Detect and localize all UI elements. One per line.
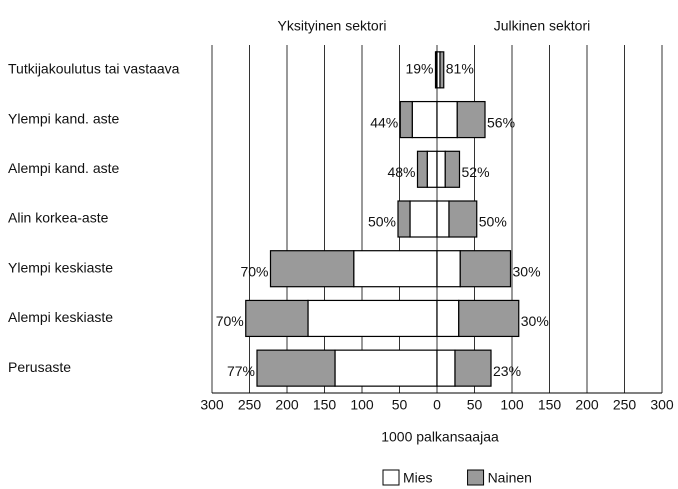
percent-label: 81% <box>446 61 474 77</box>
bar-segment <box>397 200 411 238</box>
bar-segment <box>426 150 438 188</box>
x-tick-label: 100 <box>350 397 374 413</box>
legend-swatch <box>467 469 485 486</box>
bar-segment <box>448 200 478 238</box>
x-axis-title: 1000 palkansaajaa <box>381 429 499 445</box>
bar-segment <box>353 250 438 288</box>
bar-segment <box>436 250 461 288</box>
bar-segment <box>456 100 486 139</box>
bar-segment <box>444 150 461 188</box>
x-tick-label: 250 <box>238 397 262 413</box>
bar-segment <box>269 250 355 288</box>
bar-segment <box>399 100 413 139</box>
x-tick-label: 300 <box>650 397 674 413</box>
percent-label: 19% <box>405 61 433 77</box>
x-tick-label: 150 <box>313 397 337 413</box>
legend-swatch <box>382 469 400 486</box>
bar-segment <box>436 100 458 139</box>
percent-label: 48% <box>387 164 415 180</box>
bar-segment <box>434 51 437 89</box>
category-label: Alin korkea-aste <box>8 210 109 226</box>
category-label: Alempi kand. aste <box>8 160 119 176</box>
category-label: Alempi keskiaste <box>8 309 113 325</box>
percent-label: 70% <box>216 313 244 329</box>
percent-label: 23% <box>493 363 521 379</box>
bar-segment <box>256 349 336 387</box>
category-label: Ylempi keskiaste <box>8 259 113 275</box>
legend-label: Mies <box>403 470 433 486</box>
bar-segment <box>458 299 520 338</box>
bar-segment <box>334 349 438 387</box>
bar-segment <box>307 299 438 338</box>
percent-label: 44% <box>370 114 398 130</box>
bar-segment <box>459 250 512 288</box>
x-tick-label: 300 <box>200 397 224 413</box>
x-tick-label: 200 <box>575 397 599 413</box>
bar-segment <box>411 100 438 139</box>
x-tick-label: 50 <box>392 397 408 413</box>
panel-title: Yksityinen sektori <box>278 18 387 34</box>
bar-segment <box>416 150 428 188</box>
x-tick-label: 200 <box>275 397 299 413</box>
bar-segment <box>454 349 492 387</box>
legend-label: Nainen <box>488 470 532 486</box>
percent-label: 77% <box>227 363 255 379</box>
percent-label: 50% <box>479 214 507 230</box>
x-tick-label: 250 <box>613 397 637 413</box>
bar-segment <box>409 200 438 238</box>
bar-segment <box>439 51 445 89</box>
bar-segment <box>436 200 450 238</box>
x-tick-label: 150 <box>538 397 562 413</box>
bar-segment <box>245 299 309 338</box>
bar-segment <box>436 150 446 188</box>
bar-segment <box>436 299 460 338</box>
x-tick-label: 100 <box>500 397 524 413</box>
percent-label: 50% <box>368 214 396 230</box>
percent-label: 70% <box>240 263 268 279</box>
category-label: Ylempi kand. aste <box>8 110 119 126</box>
category-label: Tutkijakoulutus tai vastaava <box>8 61 180 77</box>
percent-label: 52% <box>462 164 490 180</box>
x-tick-label: 50 <box>467 397 483 413</box>
panel-title: Julkinen sektori <box>494 18 591 34</box>
percent-label: 30% <box>521 313 549 329</box>
bar-segment <box>436 349 456 387</box>
category-label: Perusaste <box>8 359 71 375</box>
x-tick-label: 0 <box>433 397 441 413</box>
percent-label: 30% <box>513 263 541 279</box>
percent-label: 56% <box>487 114 515 130</box>
